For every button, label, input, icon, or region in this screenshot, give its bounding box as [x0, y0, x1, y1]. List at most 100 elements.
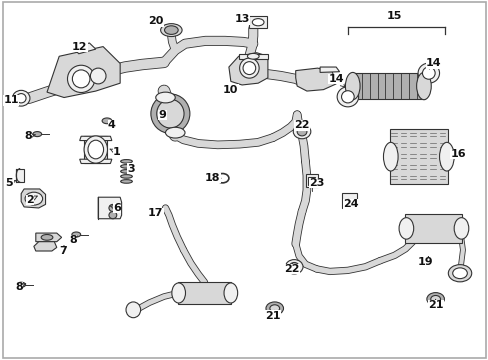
Ellipse shape — [439, 142, 453, 171]
Ellipse shape — [157, 99, 183, 128]
Bar — [307, 177, 315, 185]
Text: 22: 22 — [294, 121, 309, 130]
Ellipse shape — [164, 26, 178, 35]
Ellipse shape — [156, 92, 175, 103]
Ellipse shape — [341, 91, 353, 103]
Text: 6: 6 — [110, 203, 121, 213]
Text: 17: 17 — [148, 208, 163, 218]
Text: 8: 8 — [24, 131, 35, 141]
Text: 12: 12 — [72, 42, 87, 51]
Text: 15: 15 — [386, 11, 402, 21]
Ellipse shape — [289, 262, 299, 271]
Text: 4: 4 — [108, 121, 116, 130]
Text: 18: 18 — [204, 173, 221, 183]
Ellipse shape — [297, 127, 306, 136]
Ellipse shape — [417, 63, 439, 83]
Text: 7: 7 — [59, 246, 67, 256]
Polygon shape — [98, 197, 122, 219]
Ellipse shape — [121, 165, 132, 168]
Ellipse shape — [224, 283, 237, 303]
Bar — [404, 214, 462, 243]
Polygon shape — [80, 136, 112, 140]
Ellipse shape — [84, 136, 107, 163]
Ellipse shape — [67, 65, 95, 93]
Bar — [305, 175, 317, 187]
Ellipse shape — [247, 53, 259, 59]
Text: 2: 2 — [26, 195, 37, 205]
Ellipse shape — [90, 68, 106, 84]
Text: 3: 3 — [127, 163, 135, 174]
Ellipse shape — [17, 282, 25, 287]
Ellipse shape — [171, 283, 185, 303]
Text: 16: 16 — [449, 149, 465, 159]
Ellipse shape — [447, 265, 471, 282]
Ellipse shape — [345, 72, 359, 100]
Polygon shape — [47, 46, 120, 98]
Text: 8: 8 — [15, 282, 26, 292]
Ellipse shape — [269, 305, 279, 312]
Polygon shape — [238, 54, 267, 59]
Text: 9: 9 — [158, 110, 166, 120]
Ellipse shape — [109, 212, 117, 219]
Text: 8: 8 — [69, 235, 77, 245]
Ellipse shape — [78, 45, 87, 51]
Bar — [248, 17, 267, 28]
Ellipse shape — [422, 67, 434, 79]
Ellipse shape — [426, 293, 444, 306]
Ellipse shape — [243, 62, 255, 75]
Ellipse shape — [16, 94, 26, 103]
Ellipse shape — [121, 159, 132, 163]
Ellipse shape — [398, 218, 413, 239]
Ellipse shape — [239, 58, 259, 78]
Text: 21: 21 — [264, 310, 280, 320]
Text: 23: 23 — [308, 178, 324, 188]
Text: 20: 20 — [148, 17, 163, 27]
Polygon shape — [228, 53, 267, 85]
Polygon shape — [73, 43, 96, 54]
Polygon shape — [36, 233, 61, 242]
Ellipse shape — [383, 142, 397, 171]
Bar — [351, 73, 424, 99]
Ellipse shape — [252, 19, 264, 26]
Polygon shape — [21, 189, 45, 208]
Ellipse shape — [265, 302, 283, 315]
Ellipse shape — [121, 170, 132, 173]
Bar — [389, 129, 447, 184]
Text: 14: 14 — [425, 58, 441, 69]
Ellipse shape — [293, 125, 310, 139]
Text: 22: 22 — [284, 264, 300, 274]
Polygon shape — [16, 168, 24, 182]
Bar — [341, 193, 356, 208]
Ellipse shape — [12, 90, 30, 106]
Text: 19: 19 — [417, 256, 433, 267]
Text: 10: 10 — [223, 85, 238, 95]
Ellipse shape — [33, 132, 41, 136]
Polygon shape — [80, 159, 112, 163]
Ellipse shape — [160, 24, 182, 37]
Polygon shape — [320, 67, 339, 72]
Text: 13: 13 — [234, 14, 249, 24]
Ellipse shape — [121, 180, 132, 183]
Polygon shape — [34, 242, 57, 251]
Polygon shape — [295, 68, 335, 91]
Ellipse shape — [285, 260, 303, 274]
Ellipse shape — [430, 296, 440, 303]
Ellipse shape — [453, 218, 468, 239]
Ellipse shape — [121, 175, 132, 178]
Ellipse shape — [126, 302, 141, 318]
Ellipse shape — [416, 72, 430, 100]
Bar — [84, 136, 107, 163]
Ellipse shape — [102, 118, 112, 124]
Text: 11: 11 — [4, 95, 19, 105]
Ellipse shape — [72, 70, 90, 88]
Ellipse shape — [109, 204, 117, 212]
Ellipse shape — [336, 87, 358, 107]
Ellipse shape — [452, 268, 467, 279]
Text: 24: 24 — [342, 199, 358, 210]
Ellipse shape — [25, 192, 42, 205]
Ellipse shape — [165, 127, 184, 138]
Ellipse shape — [88, 140, 103, 159]
Ellipse shape — [72, 232, 81, 237]
Text: 5: 5 — [6, 178, 16, 188]
Text: 21: 21 — [427, 300, 443, 310]
